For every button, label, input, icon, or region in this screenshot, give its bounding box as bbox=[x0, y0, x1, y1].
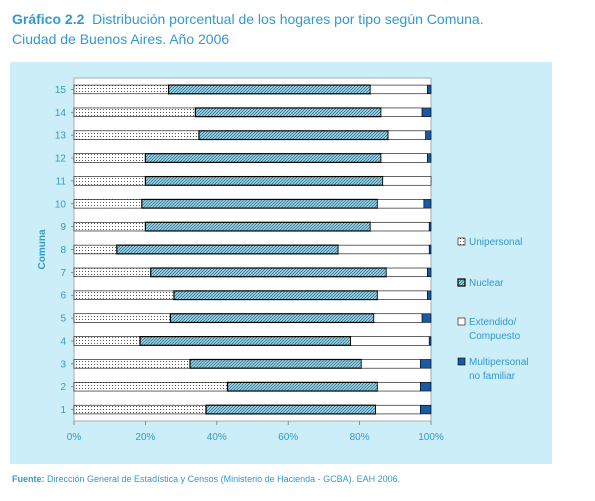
y-tick-label: 8 bbox=[60, 245, 66, 256]
bar-segment bbox=[150, 267, 387, 278]
bar-segment bbox=[375, 404, 421, 415]
x-tick-label: 60% bbox=[278, 432, 298, 443]
chart-title: Gráfico 2.2 Distribución porcentual de l… bbox=[12, 9, 484, 49]
bar-segment bbox=[423, 199, 432, 209]
y-tick-label: 7 bbox=[60, 268, 66, 279]
bar-segment bbox=[377, 290, 428, 300]
bar-segment bbox=[189, 358, 362, 369]
y-tick-label: 10 bbox=[55, 199, 67, 210]
x-tick-label: 40% bbox=[207, 432, 227, 443]
bar-segment bbox=[141, 198, 379, 209]
x-tick-label: 0% bbox=[67, 432, 82, 443]
x-tick-label: 80% bbox=[350, 432, 370, 443]
bar-segment bbox=[73, 84, 169, 95]
bar-segment bbox=[421, 313, 432, 323]
bar-segment bbox=[73, 404, 207, 415]
bar-segment bbox=[73, 199, 143, 209]
bar-segment bbox=[428, 336, 432, 346]
bar-segment bbox=[198, 130, 389, 141]
y-tick-label: 11 bbox=[56, 176, 67, 187]
bar-segment bbox=[73, 267, 152, 278]
bar-segment bbox=[73, 336, 141, 346]
bar-segment bbox=[205, 404, 377, 415]
bar-segment bbox=[427, 153, 432, 163]
bar-segment bbox=[73, 244, 118, 255]
y-tick-label: 1 bbox=[60, 405, 66, 416]
y-tick-label: 9 bbox=[60, 222, 66, 233]
y-tick-label: 15 bbox=[55, 85, 67, 96]
source-note: Fuente: Dirección General de Estadística… bbox=[12, 474, 400, 484]
bar-segment bbox=[380, 107, 423, 117]
bar-segment bbox=[419, 382, 432, 392]
y-tick-label: 5 bbox=[60, 314, 66, 325]
bar-segment bbox=[144, 175, 384, 186]
y-tick-label: 6 bbox=[60, 291, 66, 302]
bar-segment bbox=[427, 267, 432, 278]
chart-title-line1: Distribución porcentual de los hogares p… bbox=[92, 11, 484, 27]
legend-swatch bbox=[457, 278, 466, 287]
bar-segment bbox=[421, 107, 432, 117]
bar-segment bbox=[377, 382, 421, 392]
y-tick-label: 14 bbox=[55, 108, 67, 119]
bar-segment bbox=[73, 359, 191, 369]
y-tick-label: 2 bbox=[60, 382, 66, 393]
bar-segment bbox=[173, 290, 379, 301]
bar-segment bbox=[73, 153, 146, 163]
bar-segment bbox=[380, 153, 428, 163]
bar-segment bbox=[73, 107, 196, 117]
y-axis-label: Comuna bbox=[37, 229, 48, 269]
bar-segment bbox=[116, 244, 339, 255]
bar-segment bbox=[337, 244, 430, 255]
bar-segment bbox=[350, 336, 430, 346]
chart-title-prefix: Gráfico 2.2 bbox=[12, 11, 85, 27]
bar-segment bbox=[377, 199, 425, 209]
bar-segment bbox=[373, 313, 423, 323]
bar-segment bbox=[427, 84, 432, 95]
legend-label: Multipersonal bbox=[469, 357, 528, 368]
legend-swatch bbox=[457, 237, 466, 246]
bar-segment bbox=[139, 336, 352, 346]
y-tick-label: 13 bbox=[55, 131, 67, 142]
source-label: Fuente: bbox=[12, 474, 45, 484]
bar-segment bbox=[73, 130, 200, 140]
x-tick-label: 20% bbox=[135, 432, 155, 443]
legend-label: Unipersonal bbox=[469, 237, 522, 248]
bar-segment bbox=[144, 153, 382, 163]
bar-segment bbox=[73, 382, 228, 392]
source-text: Dirección General de Estadística y Censo… bbox=[47, 474, 401, 484]
bar-segment bbox=[73, 221, 146, 232]
bar-segment bbox=[370, 84, 428, 95]
y-tick-label: 4 bbox=[60, 336, 66, 347]
legend-label: Extendido/ bbox=[469, 317, 516, 328]
bar-segment bbox=[427, 290, 432, 300]
bar-segment bbox=[144, 221, 371, 232]
y-tick-label: 12 bbox=[55, 154, 67, 165]
bar-segment bbox=[226, 381, 379, 392]
bar-segment bbox=[168, 84, 371, 95]
bar-segment bbox=[428, 221, 432, 232]
bar-segment bbox=[73, 313, 171, 323]
legend-label: Nuclear bbox=[469, 278, 504, 289]
bar-segment bbox=[382, 176, 432, 186]
bar-segment bbox=[387, 130, 426, 140]
x-tick-label: 100% bbox=[418, 432, 444, 443]
legend-label: Compuesto bbox=[469, 331, 521, 342]
legend-swatch bbox=[457, 357, 466, 366]
bar-segment bbox=[361, 359, 421, 369]
bar-segment bbox=[419, 359, 432, 369]
bar-segment bbox=[194, 107, 382, 118]
bar-segment bbox=[370, 221, 430, 232]
bar-segment bbox=[73, 290, 175, 300]
chart-title-line2: Ciudad de Buenos Aires. Año 2006 bbox=[12, 31, 230, 47]
y-tick-label: 3 bbox=[60, 359, 66, 370]
bar-segment bbox=[428, 244, 432, 255]
bar-segment bbox=[169, 313, 375, 324]
bar-segment bbox=[419, 404, 432, 415]
bar-segment bbox=[425, 130, 432, 140]
legend-label: no familiar bbox=[469, 371, 516, 382]
bar-segment bbox=[386, 267, 428, 278]
bar-segment bbox=[73, 176, 146, 186]
legend-swatch bbox=[457, 317, 466, 326]
